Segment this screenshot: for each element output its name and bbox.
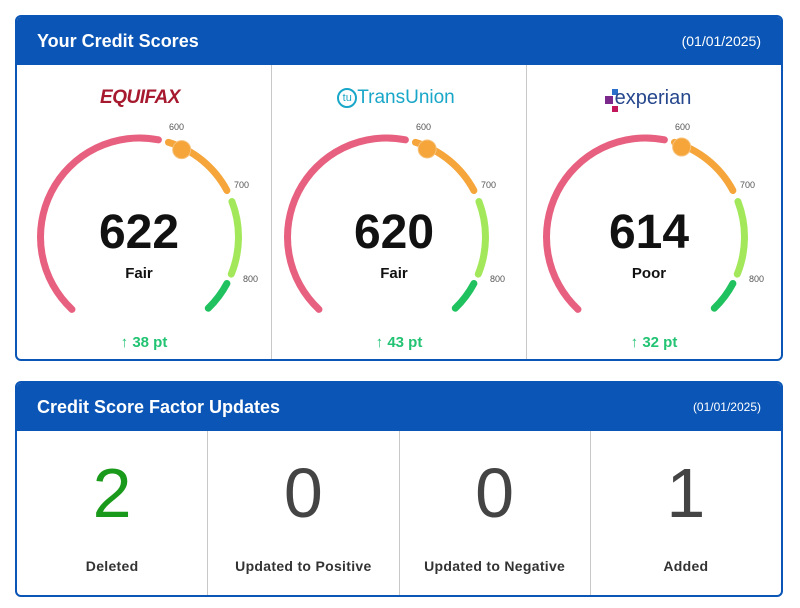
score-rating: Fair [125,265,153,282]
arrow-up-icon: ↑ [375,334,384,351]
score-rating: Poor [631,265,667,282]
score-marker [672,137,692,157]
factor-count: 2 [92,454,132,532]
gauge-tick-label: 700 [481,180,496,190]
transunion-score-card: 600 700 800 tu TransUnion 620 Fair ↑ 43 pt [272,65,527,359]
equifax-score-card: 600 700 800 EQUIFAX 622 Fair ↑ 38 pt [17,65,272,359]
gauge-tick-label: 800 [243,274,258,284]
gauge-segment-good [474,198,489,278]
gauge-tick-label: 600 [416,122,431,132]
experian-score-card: 600 700 800 experian 614 Poor ↑ 32 pt [527,65,781,359]
factor-label: Deleted [85,558,139,574]
arrow-up-icon: ↑ [630,334,639,351]
gauge-tick-label: 800 [490,274,505,284]
factor-label: Updated to Positive [235,558,372,574]
score-gauge: 600 700 800 [37,122,258,313]
factor-count: 0 [475,454,515,532]
experian-logo: experian [515,87,781,111]
gauge-segment-excellent [710,279,737,312]
score-marker [172,140,192,160]
credit-score: 620 [353,206,435,259]
gauge-segment-poor [543,134,668,313]
score-change: ↑ 32 pt [630,334,678,351]
factor-updates-header: Credit Score Factor Updates (01/01/2025) [17,383,781,431]
panel-title: Your Credit Scores [37,30,199,51]
gauge-segment-excellent [204,279,231,312]
credit-scores-header: Your Credit Scores (01/01/2025) [17,17,781,65]
factor-updated-negative[interactable]: 0 Updated to Negative [400,431,591,595]
score-gauge: 600 700 800 [284,122,505,313]
factor-updated-positive[interactable]: 0 Updated to Positive [208,431,400,595]
panel-date: (01/01/2025) [681,33,761,49]
factor-label: Updated to Negative [424,558,566,574]
factor-deleted[interactable]: 2 Deleted [17,431,209,595]
score-gauge: 600 700 800 [543,122,764,313]
factor-count: 1 [666,454,706,532]
gauge-segment-good [733,198,748,278]
score-marker [417,139,437,159]
credit-score: 614 [608,206,690,259]
tu-icon: tu [337,88,358,108]
gauge-segment-poor [37,134,162,313]
panel-date: (01/01/2025) [692,400,761,414]
factor-updates-panel: Credit Score Factor Updates (01/01/2025)… [15,381,783,597]
gauge-segment-good [227,198,242,278]
gauge-tick-label: 700 [740,180,755,190]
factor-added[interactable]: 1 Added [591,431,781,595]
credit-score: 622 [98,206,180,259]
gauge-segment-excellent [451,279,478,312]
panel-title: Credit Score Factor Updates [37,396,281,417]
credit-scores-panel: Your Credit Scores (01/01/2025) 600 700 80… [15,15,783,361]
arrow-up-icon: ↑ [120,334,129,351]
factor-label: Added [663,558,709,574]
gauge-tick-label: 600 [675,122,690,132]
gauge-tick-label: 600 [169,122,184,132]
score-rating: Fair [380,265,408,282]
factor-count: 0 [283,454,323,532]
gauge-tick-label: 800 [749,274,764,284]
gauge-segment-poor [284,134,409,313]
transunion-logo: tu TransUnion [266,87,526,111]
score-change: ↑ 38 pt [120,334,168,351]
equifax-logo: EQUIFAX [100,87,180,108]
gauge-tick-label: 700 [234,180,249,190]
experian-dots-icon [604,96,613,104]
score-change: ↑ 43 pt [375,334,423,351]
